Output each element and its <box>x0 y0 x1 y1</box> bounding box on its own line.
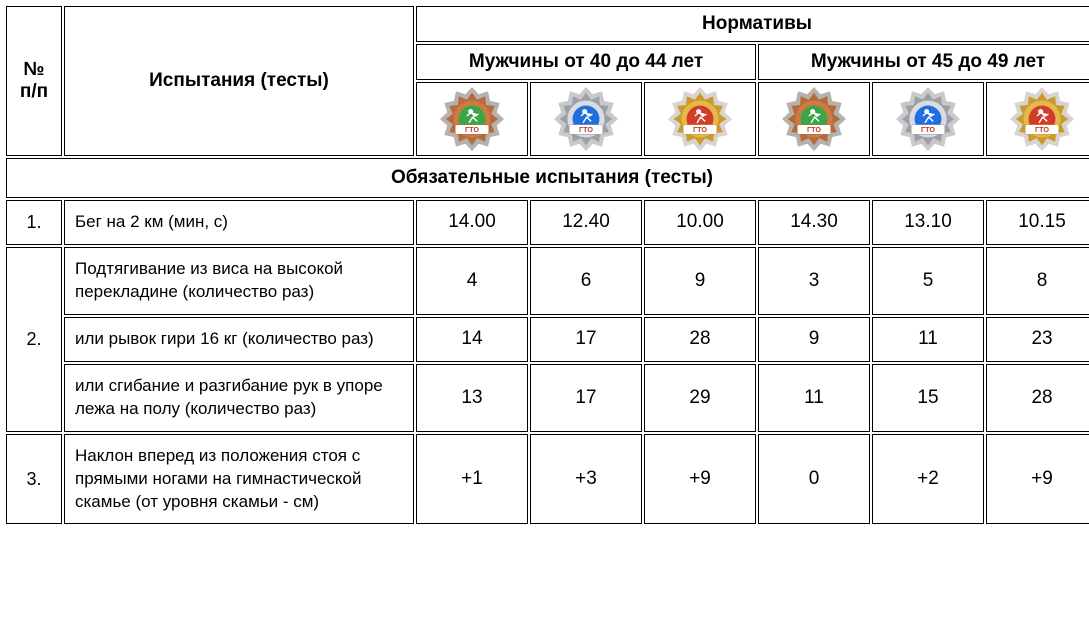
value-cell: 12.40 <box>530 200 642 245</box>
table-row: или сгибание и разгибание рук в упоре ле… <box>6 364 1089 432</box>
value-cell: 11 <box>872 317 984 362</box>
test-label: Наклон вперед из положения стоя с прямым… <box>64 434 414 525</box>
value-cell: 17 <box>530 317 642 362</box>
badge-header-gold: ГТО <box>644 82 756 156</box>
value-cell: 14.00 <box>416 200 528 245</box>
gto-badge-bronze: ГТО <box>440 87 504 151</box>
svg-text:ГТО: ГТО <box>465 125 479 134</box>
gto-badge-gold: ГТО <box>1010 87 1074 151</box>
col-header-num: № п/п <box>6 6 62 156</box>
value-cell: 5 <box>872 247 984 315</box>
gto-badge-silver: ГТО <box>896 87 960 151</box>
value-cell: 10.00 <box>644 200 756 245</box>
value-cell: +2 <box>872 434 984 525</box>
value-cell: 11 <box>758 364 870 432</box>
badge-header-silver: ГТО <box>872 82 984 156</box>
table-row: 3.Наклон вперед из положения стоя с прям… <box>6 434 1089 525</box>
section-title: Обязательные испытания (тесты) <box>6 158 1089 198</box>
col-header-group-a: Мужчины от 40 до 44 лет <box>416 44 756 80</box>
test-label: Бег на 2 км (мин, с) <box>64 200 414 245</box>
value-cell: 3 <box>758 247 870 315</box>
section-row: Обязательные испытания (тесты) <box>6 158 1089 198</box>
value-cell: +9 <box>644 434 756 525</box>
value-cell: 0 <box>758 434 870 525</box>
value-cell: 28 <box>644 317 756 362</box>
svg-text:ГТО: ГТО <box>807 125 821 134</box>
gto-badge-gold: ГТО <box>668 87 732 151</box>
value-cell: 29 <box>644 364 756 432</box>
value-cell: 6 <box>530 247 642 315</box>
value-cell: 13.10 <box>872 200 984 245</box>
test-label: Подтягивание из виса на высокой переклад… <box>64 247 414 315</box>
value-cell: 10.15 <box>986 200 1089 245</box>
col-header-norms: Нормативы <box>416 6 1089 42</box>
col-header-group-b: Мужчины от 45 до 49 лет <box>758 44 1089 80</box>
test-label: или сгибание и разгибание рук в упоре ле… <box>64 364 414 432</box>
row-number: 2. <box>6 247 62 432</box>
value-cell: +9 <box>986 434 1089 525</box>
gto-badge-bronze: ГТО <box>782 87 846 151</box>
badge-header-bronze: ГТО <box>758 82 870 156</box>
table-row: или рывок гири 16 кг (количество раз)141… <box>6 317 1089 362</box>
value-cell: 8 <box>986 247 1089 315</box>
badge-header-gold: ГТО <box>986 82 1089 156</box>
value-cell: +1 <box>416 434 528 525</box>
value-cell: 9 <box>644 247 756 315</box>
value-cell: 23 <box>986 317 1089 362</box>
row-number: 1. <box>6 200 62 245</box>
value-cell: 14 <box>416 317 528 362</box>
value-cell: +3 <box>530 434 642 525</box>
badge-header-bronze: ГТО <box>416 82 528 156</box>
value-cell: 17 <box>530 364 642 432</box>
badge-header-silver: ГТО <box>530 82 642 156</box>
value-cell: 15 <box>872 364 984 432</box>
svg-text:ГТО: ГТО <box>921 125 935 134</box>
value-cell: 13 <box>416 364 528 432</box>
value-cell: 28 <box>986 364 1089 432</box>
gto-badge-silver: ГТО <box>554 87 618 151</box>
value-cell: 4 <box>416 247 528 315</box>
norms-table: № п/п Испытания (тесты) Нормативы Мужчин… <box>4 4 1089 526</box>
value-cell: 9 <box>758 317 870 362</box>
svg-text:ГТО: ГТО <box>579 125 593 134</box>
svg-text:ГТО: ГТО <box>693 125 707 134</box>
test-label: или рывок гири 16 кг (количество раз) <box>64 317 414 362</box>
col-header-tests: Испытания (тесты) <box>64 6 414 156</box>
table-row: 2.Подтягивание из виса на высокой перекл… <box>6 247 1089 315</box>
svg-text:ГТО: ГТО <box>1035 125 1049 134</box>
table-row: 1.Бег на 2 км (мин, с)14.0012.4010.0014.… <box>6 200 1089 245</box>
row-number: 3. <box>6 434 62 525</box>
value-cell: 14.30 <box>758 200 870 245</box>
